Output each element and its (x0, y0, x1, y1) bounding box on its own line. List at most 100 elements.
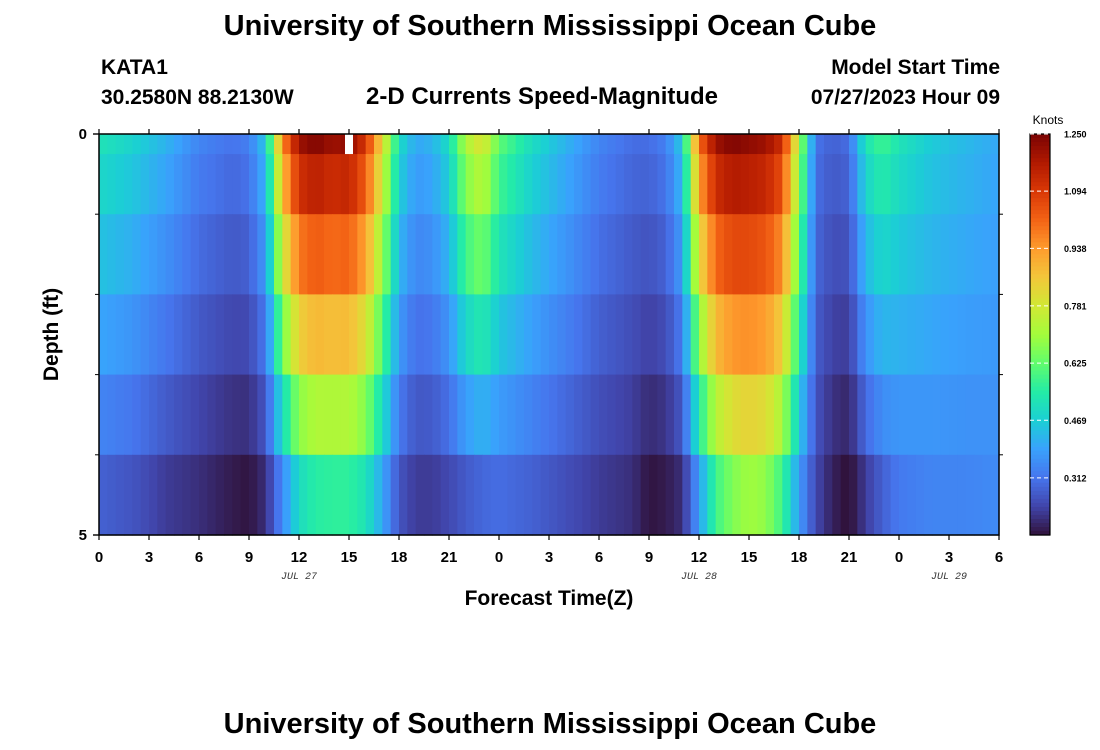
heatmap-cell (599, 454, 608, 536)
heatmap-cell (449, 154, 458, 215)
heatmap-cell (249, 134, 258, 155)
heatmap-cell (174, 154, 183, 215)
heatmap-cell (924, 214, 933, 295)
heatmap-cell (990, 294, 1000, 376)
heatmap-cell (315, 214, 325, 295)
heatmap-cell (682, 374, 692, 456)
heatmap-cell (515, 154, 525, 215)
colorbar-tick-label: 1.094 (1064, 187, 1087, 197)
heatmap-cell (140, 214, 150, 295)
heatmap-cell (357, 134, 367, 155)
chart-title: University of Southern Mississippi Ocean… (223, 10, 877, 42)
colorbar-segment (1030, 406, 1050, 412)
heatmap-cell (815, 294, 825, 376)
colorbar-segment (1030, 238, 1050, 243)
heatmap-cell (132, 294, 142, 376)
heatmap-cell (774, 154, 783, 215)
heatmap-cell (632, 154, 642, 215)
heatmap-cell (840, 294, 850, 376)
heatmap-cell (174, 454, 183, 536)
heatmap-cell (107, 454, 117, 536)
heatmap-cell (440, 134, 450, 155)
heatmap-cell (649, 374, 658, 456)
heatmap-cell (432, 154, 442, 215)
heatmap-cell (924, 294, 933, 376)
heatmap-cell (840, 154, 850, 215)
heatmap-cell (632, 454, 642, 536)
heatmap-cell (315, 154, 325, 215)
heatmap-cell (765, 134, 775, 155)
heatmap-cell (957, 374, 967, 456)
heatmap-cell (107, 214, 117, 295)
heatmap-cell (382, 134, 392, 155)
heatmap-cell (907, 154, 917, 215)
footer-title: University of Southern Mississippi Ocean… (223, 708, 877, 740)
heatmap-cell (982, 374, 992, 456)
y-axis-label: Depth (ft) (40, 288, 63, 381)
colorbar-segment (1030, 302, 1050, 308)
heatmap-cell (157, 294, 167, 376)
heatmap-cell (340, 374, 350, 456)
colorbar-segment (1030, 286, 1050, 291)
heatmap-cell (390, 454, 400, 536)
heatmap-cell (482, 374, 492, 456)
heatmap-cell (457, 294, 467, 376)
heatmap-cell (649, 214, 658, 295)
heatmap-cell (965, 454, 975, 536)
heatmap-cell (582, 134, 592, 155)
colorbar-segment (1030, 510, 1050, 516)
heatmap-cell (549, 294, 558, 376)
heatmap-cell (865, 454, 875, 536)
heatmap-cell (899, 154, 908, 215)
heatmap-cell (824, 134, 833, 155)
colorbar-unit: Knots (1033, 113, 1064, 127)
heatmap-cell (565, 134, 575, 155)
heatmap-cell (424, 214, 433, 295)
x-tick-label: 15 (741, 549, 758, 566)
heatmap-cell (449, 294, 458, 376)
colorbar-segment (1030, 162, 1050, 167)
heatmap-cell (807, 294, 817, 376)
heatmap-cell (199, 214, 208, 295)
heatmap-cell (990, 154, 1000, 215)
heatmap-cell (157, 454, 167, 536)
colorbar-segment (1030, 250, 1050, 255)
heatmap-cell (874, 214, 883, 295)
heatmap-cell (315, 454, 325, 536)
colorbar-segment (1030, 158, 1050, 163)
heatmap-cell (974, 154, 983, 215)
colorbar-segment (1030, 462, 1050, 468)
heatmap-cell (290, 214, 300, 295)
colorbar-segment (1030, 134, 1050, 139)
missing-data-cell (345, 134, 353, 155)
heatmap-cell (724, 214, 733, 295)
heatmap-cell (982, 154, 992, 215)
heatmap-cell (857, 294, 867, 376)
heatmap-cell (915, 134, 925, 155)
heatmap-cell (399, 294, 408, 376)
heatmap-cell (165, 214, 175, 295)
colorbar-segment (1030, 506, 1050, 512)
heatmap-cell (257, 454, 267, 536)
heatmap-cell (799, 294, 808, 376)
heatmap-cell (624, 454, 633, 536)
colorbar-segment (1030, 170, 1050, 175)
heatmap-cell (865, 134, 875, 155)
heatmap-cell (874, 154, 883, 215)
heatmap-cell (940, 214, 950, 295)
heatmap-cell (732, 294, 742, 376)
colorbar-segment (1030, 498, 1050, 504)
heatmap-cell (832, 154, 842, 215)
colorbar-segment (1030, 282, 1050, 287)
heatmap-cell (424, 454, 433, 536)
heatmap-cell (590, 294, 600, 376)
heatmap-cell (307, 214, 317, 295)
heatmap-cell (415, 154, 425, 215)
heatmap-cell (549, 154, 558, 215)
heatmap-cell (465, 134, 475, 155)
heatmap-cell (799, 374, 808, 456)
heatmap-cell (149, 214, 158, 295)
colorbar-segment (1030, 270, 1050, 275)
heatmap-cell (390, 154, 400, 215)
heatmap-cell (249, 214, 258, 295)
